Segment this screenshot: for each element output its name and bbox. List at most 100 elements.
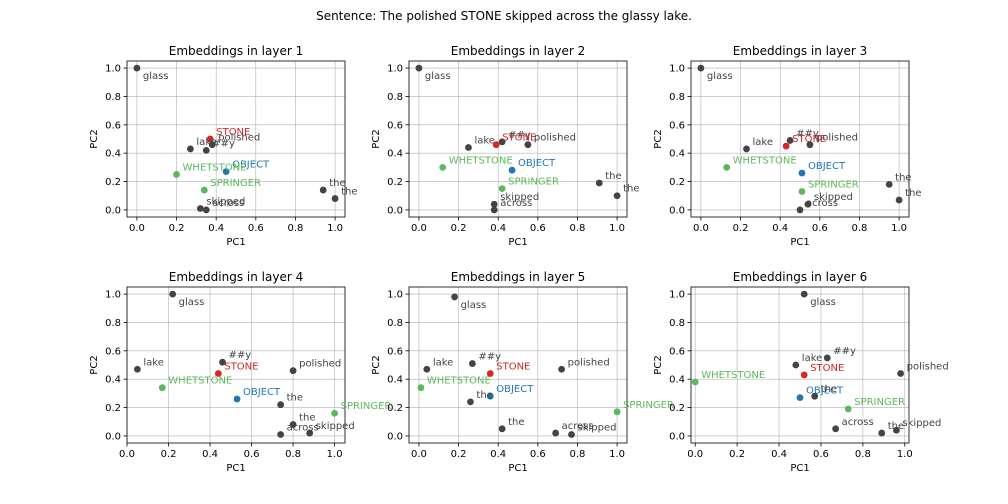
point-springer	[613, 408, 621, 416]
point-label: ##y	[229, 350, 252, 361]
y-tick-label: 1.0	[387, 64, 403, 75]
point-label: polished	[299, 359, 341, 370]
point-the	[878, 429, 886, 437]
axes-frame	[690, 286, 910, 444]
x-tick-label: 0.6	[530, 223, 546, 234]
x-tick-label: 0.8	[288, 223, 304, 234]
point-label: glass	[707, 71, 733, 82]
x-axis-label: PC1	[790, 463, 809, 474]
point-springer	[498, 185, 506, 193]
point-stone	[492, 141, 500, 149]
point-object	[796, 394, 804, 402]
point-label: across	[562, 421, 594, 432]
y-tick-label: 0.6	[387, 346, 403, 357]
point-label: glass	[461, 300, 487, 311]
x-axis-label: PC1	[790, 237, 809, 248]
point-label: the	[299, 413, 315, 424]
point-polished	[806, 141, 814, 149]
point-springer	[200, 186, 208, 194]
y-tick-label: 0.8	[387, 92, 403, 103]
y-tick-label: 0.4	[105, 149, 121, 160]
point-label: the	[895, 172, 911, 183]
point-lake	[423, 365, 431, 373]
point-label: SPRINGER	[854, 397, 905, 408]
y-tick-label: 0.4	[669, 149, 685, 160]
y-tick-label: 0.2	[387, 177, 403, 188]
x-tick-label: 0.0	[411, 449, 427, 460]
point-skipped	[306, 429, 314, 437]
x-tick-label: 0.8	[570, 449, 586, 460]
point-label: polished	[907, 362, 949, 373]
y-tick-label: 0.6	[669, 346, 685, 357]
y-tick-label: 0.2	[669, 177, 685, 188]
y-axis-label: PC2	[653, 129, 664, 148]
point-the	[277, 401, 285, 409]
x-tick-label: 0.4	[490, 223, 506, 234]
point-springer	[331, 409, 339, 417]
point-label: glass	[179, 297, 205, 308]
x-tick-label: 1.0	[897, 449, 913, 460]
point-label: the	[341, 187, 357, 198]
point-lake	[133, 365, 141, 373]
x-tick-label: 1.0	[891, 223, 907, 234]
x-tick-label: 0.0	[693, 223, 709, 234]
point-label: polished	[218, 133, 260, 144]
point-label: the	[905, 188, 921, 199]
point-label: WHETSTONE	[427, 376, 491, 387]
point-y	[823, 354, 831, 362]
axes-frame	[126, 60, 346, 218]
point-label: across	[500, 198, 532, 209]
point-label: SPRINGER	[508, 177, 559, 188]
point-label: WHETSTONE	[701, 370, 765, 381]
point-the	[595, 179, 603, 187]
point-stone	[206, 135, 214, 143]
point-the	[319, 186, 327, 194]
point-glass	[800, 290, 808, 298]
x-tick-label: 0.2	[451, 223, 467, 234]
point-springer	[798, 188, 806, 195]
point-y	[498, 138, 506, 146]
panel-title: Embeddings in layer 1	[169, 44, 303, 58]
axes-frame	[690, 60, 910, 218]
point-label: skipped	[206, 196, 245, 207]
x-axis-label: PC1	[508, 237, 527, 248]
point-label: skipped	[500, 192, 539, 203]
x-tick-label: 1.0	[327, 449, 343, 460]
point-the	[467, 398, 474, 406]
y-tick-label: 0.2	[669, 403, 685, 414]
panel-title: Embeddings in layer 3	[733, 44, 867, 58]
y-axis-label: PC2	[653, 355, 664, 374]
point-whetstone	[417, 384, 425, 392]
point-across	[277, 431, 285, 438]
point-label: skipped	[814, 192, 853, 203]
y-tick-label: 0.4	[105, 375, 121, 386]
point-y	[786, 137, 794, 144]
x-tick-label: 0.8	[570, 223, 586, 234]
y-axis-label: PC2	[89, 129, 100, 148]
point-y	[469, 360, 476, 367]
point-label: OBJECT	[808, 161, 846, 172]
x-tick-label: 0.2	[729, 449, 745, 460]
point-glass	[133, 64, 141, 72]
point-the	[331, 195, 339, 202]
y-tick-label: 0.4	[387, 375, 403, 386]
point-label: SPRINGER	[210, 178, 261, 189]
point-label: the	[329, 178, 345, 189]
y-axis-label: PC2	[371, 129, 382, 148]
x-tick-label: 1.0	[609, 223, 625, 234]
x-axis-label: PC1	[226, 237, 245, 248]
x-axis-label: PC1	[508, 463, 527, 474]
y-tick-label: 0.4	[669, 375, 685, 386]
point-label: ##y	[212, 138, 235, 149]
point-label: polished	[534, 133, 576, 144]
x-tick-label: 0.2	[161, 449, 177, 460]
point-label: the	[508, 417, 524, 428]
point-label: STONE	[224, 362, 258, 373]
point-polished	[897, 370, 905, 377]
y-tick-label: 0.6	[105, 346, 121, 357]
point-glass	[697, 64, 705, 72]
point-the	[613, 192, 621, 200]
x-tick-label: 0.4	[490, 449, 506, 460]
y-tick-label: 0.6	[669, 120, 685, 131]
point-stone	[782, 142, 790, 150]
